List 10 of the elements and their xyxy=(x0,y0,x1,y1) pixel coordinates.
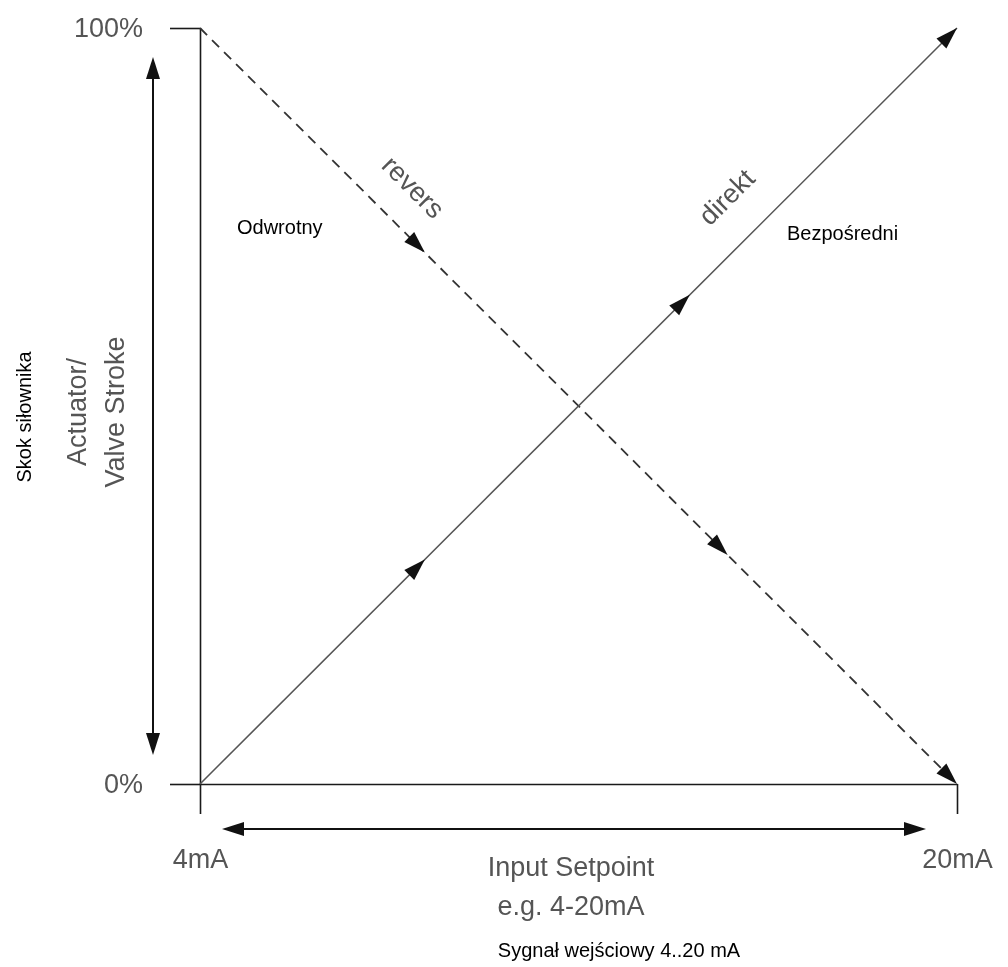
text: Skok siłownika xyxy=(13,350,35,483)
text: Sygnał wejściowy 4..20 mA xyxy=(497,939,741,961)
y-tick-label: 100% xyxy=(73,13,143,44)
x-axis-title: Input Setpoint e.g. 4-20mA xyxy=(487,852,655,921)
x-tick-label: 20mA xyxy=(922,844,993,875)
x-tick-label: 4mA xyxy=(172,844,229,875)
annotation: Odwrotny xyxy=(237,216,323,238)
y-tick-label: 0% xyxy=(103,769,143,800)
annotation: Bezpośredni xyxy=(787,222,899,244)
y-axis-title: Actuator/ Valve Stroke xyxy=(62,336,130,488)
